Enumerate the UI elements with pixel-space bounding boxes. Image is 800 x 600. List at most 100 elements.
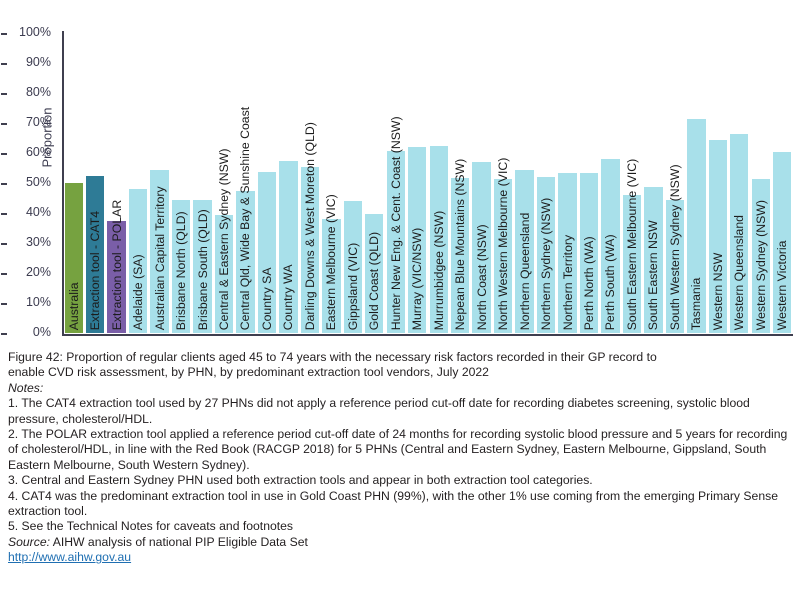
y-tick-mark xyxy=(1,303,7,305)
bar-slot: North Western Melbourne (VIC) xyxy=(493,33,513,333)
y-tick-mark xyxy=(1,273,7,275)
bar[interactable] xyxy=(279,161,298,333)
bar-slot: Australian Capital Territory xyxy=(150,33,169,333)
bar[interactable] xyxy=(773,152,792,333)
bar-slot: Perth South (WA) xyxy=(601,33,620,333)
caption-title-line1: Figure 42: Proportion of regular clients… xyxy=(8,350,657,364)
bar-slot: Eastern Melbourne (VIC) xyxy=(322,33,341,333)
note-5: 5. See the Technical Notes for caveats a… xyxy=(8,519,294,534)
bar[interactable] xyxy=(622,195,642,333)
bar-slot: North Coast (NSW) xyxy=(472,33,491,333)
bar-slot: Nepean Blue Mountains (NSW) xyxy=(451,33,470,333)
aihw-url-link[interactable]: http://www.aihw.gov.au xyxy=(8,550,132,565)
y-tick-mark xyxy=(1,213,7,215)
bar[interactable] xyxy=(236,190,255,333)
y-tick-label: 0% xyxy=(1,325,51,339)
bar-slot: Murray (VIC/NSW) xyxy=(408,33,427,333)
bar-slot: Brisbane South (QLD) xyxy=(193,33,212,333)
bar-slot: Murrumbidgee (NSW) xyxy=(429,33,448,333)
y-tick-label: 70% xyxy=(1,115,51,129)
bar[interactable] xyxy=(171,200,191,333)
bar[interactable] xyxy=(128,188,148,333)
bar[interactable] xyxy=(644,187,663,333)
bar[interactable] xyxy=(64,182,83,333)
bar[interactable] xyxy=(150,170,169,333)
y-tick-mark xyxy=(1,33,7,35)
bar-slot: Tasmania xyxy=(687,33,706,333)
bar[interactable] xyxy=(322,218,341,333)
x-axis-line xyxy=(62,334,793,336)
bar[interactable] xyxy=(257,171,277,333)
bar-slot: South Eastern NSW xyxy=(644,33,663,333)
bar[interactable] xyxy=(365,213,384,333)
bar[interactable] xyxy=(214,214,234,333)
bar-slot: Northern Territory xyxy=(558,33,577,333)
bar-chart: Proportion 0% 10% 20% 30% 40% 50% 60% 70% 80% 90%… xyxy=(1,25,793,339)
bar[interactable] xyxy=(107,220,126,333)
y-tick-mark xyxy=(1,243,7,245)
bar[interactable] xyxy=(408,147,427,333)
bar[interactable] xyxy=(601,159,620,333)
source-label: Source: xyxy=(8,534,51,549)
bar[interactable] xyxy=(579,172,599,333)
bar[interactable] xyxy=(86,175,105,333)
y-tick-label: 100% xyxy=(1,25,51,39)
bar-slot: Central & Eastern Sydney (NSW) xyxy=(214,33,234,333)
y-tick-mark xyxy=(1,63,7,65)
bar-slot: Gold Coast (QLD) xyxy=(365,33,384,333)
y-tick-mark xyxy=(1,333,7,335)
bar-slot: Western Queensland xyxy=(730,33,749,333)
y-tick-label: 10% xyxy=(1,295,51,309)
bar-slot: Extraction tool - CAT4 xyxy=(86,33,105,333)
bar-slot: South Western Sydney (NSW) xyxy=(665,33,685,333)
bar[interactable] xyxy=(515,169,534,333)
bar[interactable] xyxy=(730,133,749,333)
y-axis-line xyxy=(62,31,64,335)
source-line: Source: AIHW analysis of national PIP El… xyxy=(8,535,794,550)
y-axis-title: Proportion xyxy=(39,107,55,168)
bar[interactable] xyxy=(386,151,405,333)
note-3: 3. Central and Eastern Sydney PHN used b… xyxy=(8,473,593,488)
bar[interactable] xyxy=(472,162,491,333)
bars-group: Australia Extraction tool - CAT4 Extractio… xyxy=(63,33,793,333)
bar[interactable] xyxy=(558,173,577,333)
bar-slot: Darling Downs & West Moreton (QLD) xyxy=(300,33,320,333)
bar-slot: Brisbane North (QLD) xyxy=(171,33,191,333)
bar[interactable] xyxy=(751,178,770,333)
bar-slot: Country WA xyxy=(279,33,298,333)
bar-slot: Western Sydney (NSW) xyxy=(751,33,770,333)
plot-area: 0% 10% 20% 30% 40% 50% 60% 70% 80% 90% 100% Austra… xyxy=(1,25,793,339)
bar-slot: Northern Sydney (NSW) xyxy=(536,33,556,333)
y-tick-label: 80% xyxy=(1,85,51,99)
bar[interactable] xyxy=(536,177,556,333)
bar-slot: South Eastern Melbourne (VIC) xyxy=(622,33,642,333)
bar[interactable] xyxy=(665,199,685,333)
bar[interactable] xyxy=(708,140,728,333)
bar[interactable] xyxy=(429,145,448,333)
figure-caption: Figure 42: Proportion of regular clients… xyxy=(8,350,794,566)
y-tick-mark xyxy=(1,123,7,125)
y-tick-label: 60% xyxy=(1,145,51,159)
note-4: 4. CAT4 was the predominant extraction t… xyxy=(8,488,778,519)
bar[interactable] xyxy=(343,200,363,333)
y-tick-mark xyxy=(1,183,7,185)
bar[interactable] xyxy=(300,167,320,333)
bar-slot: Adelaide (SA) xyxy=(128,33,148,333)
y-tick-mark xyxy=(1,153,7,155)
y-tick-label: 20% xyxy=(1,265,51,279)
y-tick-label: 40% xyxy=(1,205,51,219)
y-tick-label: 90% xyxy=(1,55,51,69)
bar[interactable] xyxy=(493,178,513,333)
bar[interactable] xyxy=(687,118,706,333)
bar[interactable] xyxy=(451,177,470,333)
bar-slot: Western Victoria xyxy=(773,33,792,333)
bar-slot: Northern Queensland xyxy=(515,33,534,333)
y-tick-mark xyxy=(1,93,7,95)
bar-slot: Central Qld, Wide Bay & Sunshine Coast xyxy=(236,33,255,333)
source-text: AIHW analysis of national PIP Eligible D… xyxy=(50,534,308,549)
bar-slot: Country SA xyxy=(257,33,277,333)
bar-slot: Extraction tool - POLAR xyxy=(107,33,126,333)
bar[interactable] xyxy=(193,200,212,333)
bar-slot: Gippsland (VIC) xyxy=(343,33,363,333)
